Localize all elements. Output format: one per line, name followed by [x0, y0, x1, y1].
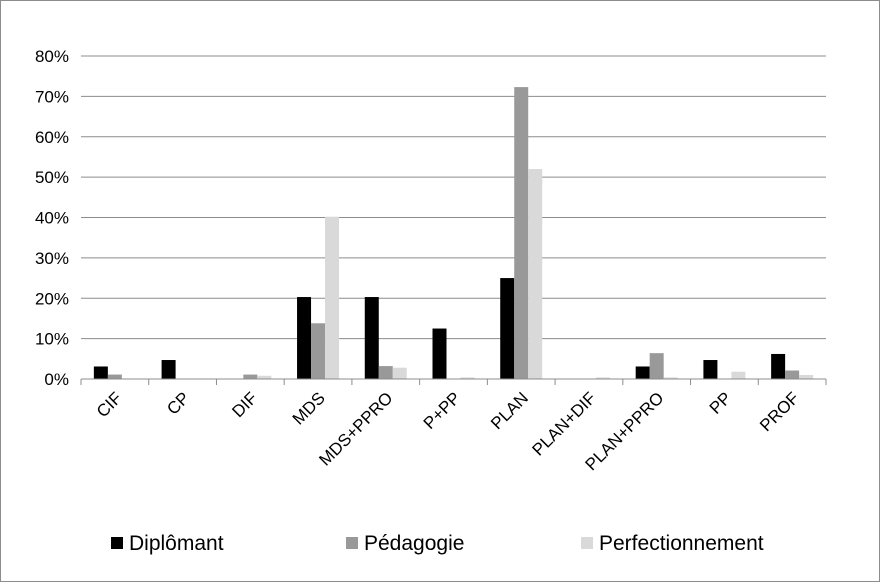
y-tick-label: 30%: [35, 249, 69, 268]
bar: [93, 366, 108, 379]
bar: [392, 367, 407, 379]
x-tick-label: PP: [706, 388, 735, 417]
y-tick-label: 0%: [44, 370, 69, 389]
x-tick-label: CP: [163, 388, 193, 418]
bar: [161, 360, 176, 379]
legend-label: Pédagogie: [364, 532, 464, 555]
y-axis-tick-labels: 0% 10% 20% 30% 40% 50% 60% 70% 80%: [35, 47, 69, 389]
legend-swatch: [581, 537, 593, 549]
y-tick-label: 20%: [35, 289, 69, 308]
bar: [514, 87, 529, 380]
y-tick-label: 10%: [35, 330, 69, 349]
bar: [500, 278, 515, 379]
x-tick-label: MDS: [289, 388, 329, 428]
bar: [257, 375, 272, 379]
y-tick-label: 60%: [35, 128, 69, 147]
legend: Diplômant Pédagogie Perfectionnement: [111, 532, 764, 555]
bar: [703, 360, 718, 379]
x-tick-label: PLAN+DIF: [529, 388, 600, 459]
legend-swatch: [346, 537, 358, 549]
bar: [528, 169, 543, 379]
y-tick-label: 70%: [35, 87, 69, 106]
bar: [595, 377, 610, 379]
x-tick-label: PROF: [756, 388, 803, 435]
x-tick-label: CIF: [93, 388, 126, 421]
x-tick-label: DIF: [228, 388, 261, 421]
bar: [663, 377, 678, 379]
bar: [771, 353, 786, 379]
legend-label: Diplômant: [129, 532, 224, 555]
y-tick-label: 50%: [35, 168, 69, 187]
bar: [649, 353, 664, 379]
bar: [364, 297, 379, 379]
legend-swatch: [111, 537, 123, 549]
bar: [460, 377, 475, 379]
gridlines: [81, 55, 826, 380]
x-tick-label: PLAN: [487, 388, 532, 433]
y-tick-label: 80%: [35, 47, 69, 66]
bars: [93, 87, 814, 380]
bar: [297, 297, 312, 379]
legend-label: Perfectionnement: [599, 532, 764, 555]
bar: [378, 366, 393, 379]
x-axis: [80, 378, 827, 385]
bar: [731, 371, 746, 379]
bar: [107, 374, 122, 379]
bar: [243, 374, 258, 379]
bar: [799, 374, 814, 379]
bar: [432, 328, 447, 379]
y-tick-label: 40%: [35, 209, 69, 228]
bar: [635, 366, 650, 379]
bar: [785, 370, 800, 379]
x-tick-label: P+PP: [420, 388, 465, 433]
bar: [325, 216, 340, 379]
bar: [311, 323, 326, 379]
